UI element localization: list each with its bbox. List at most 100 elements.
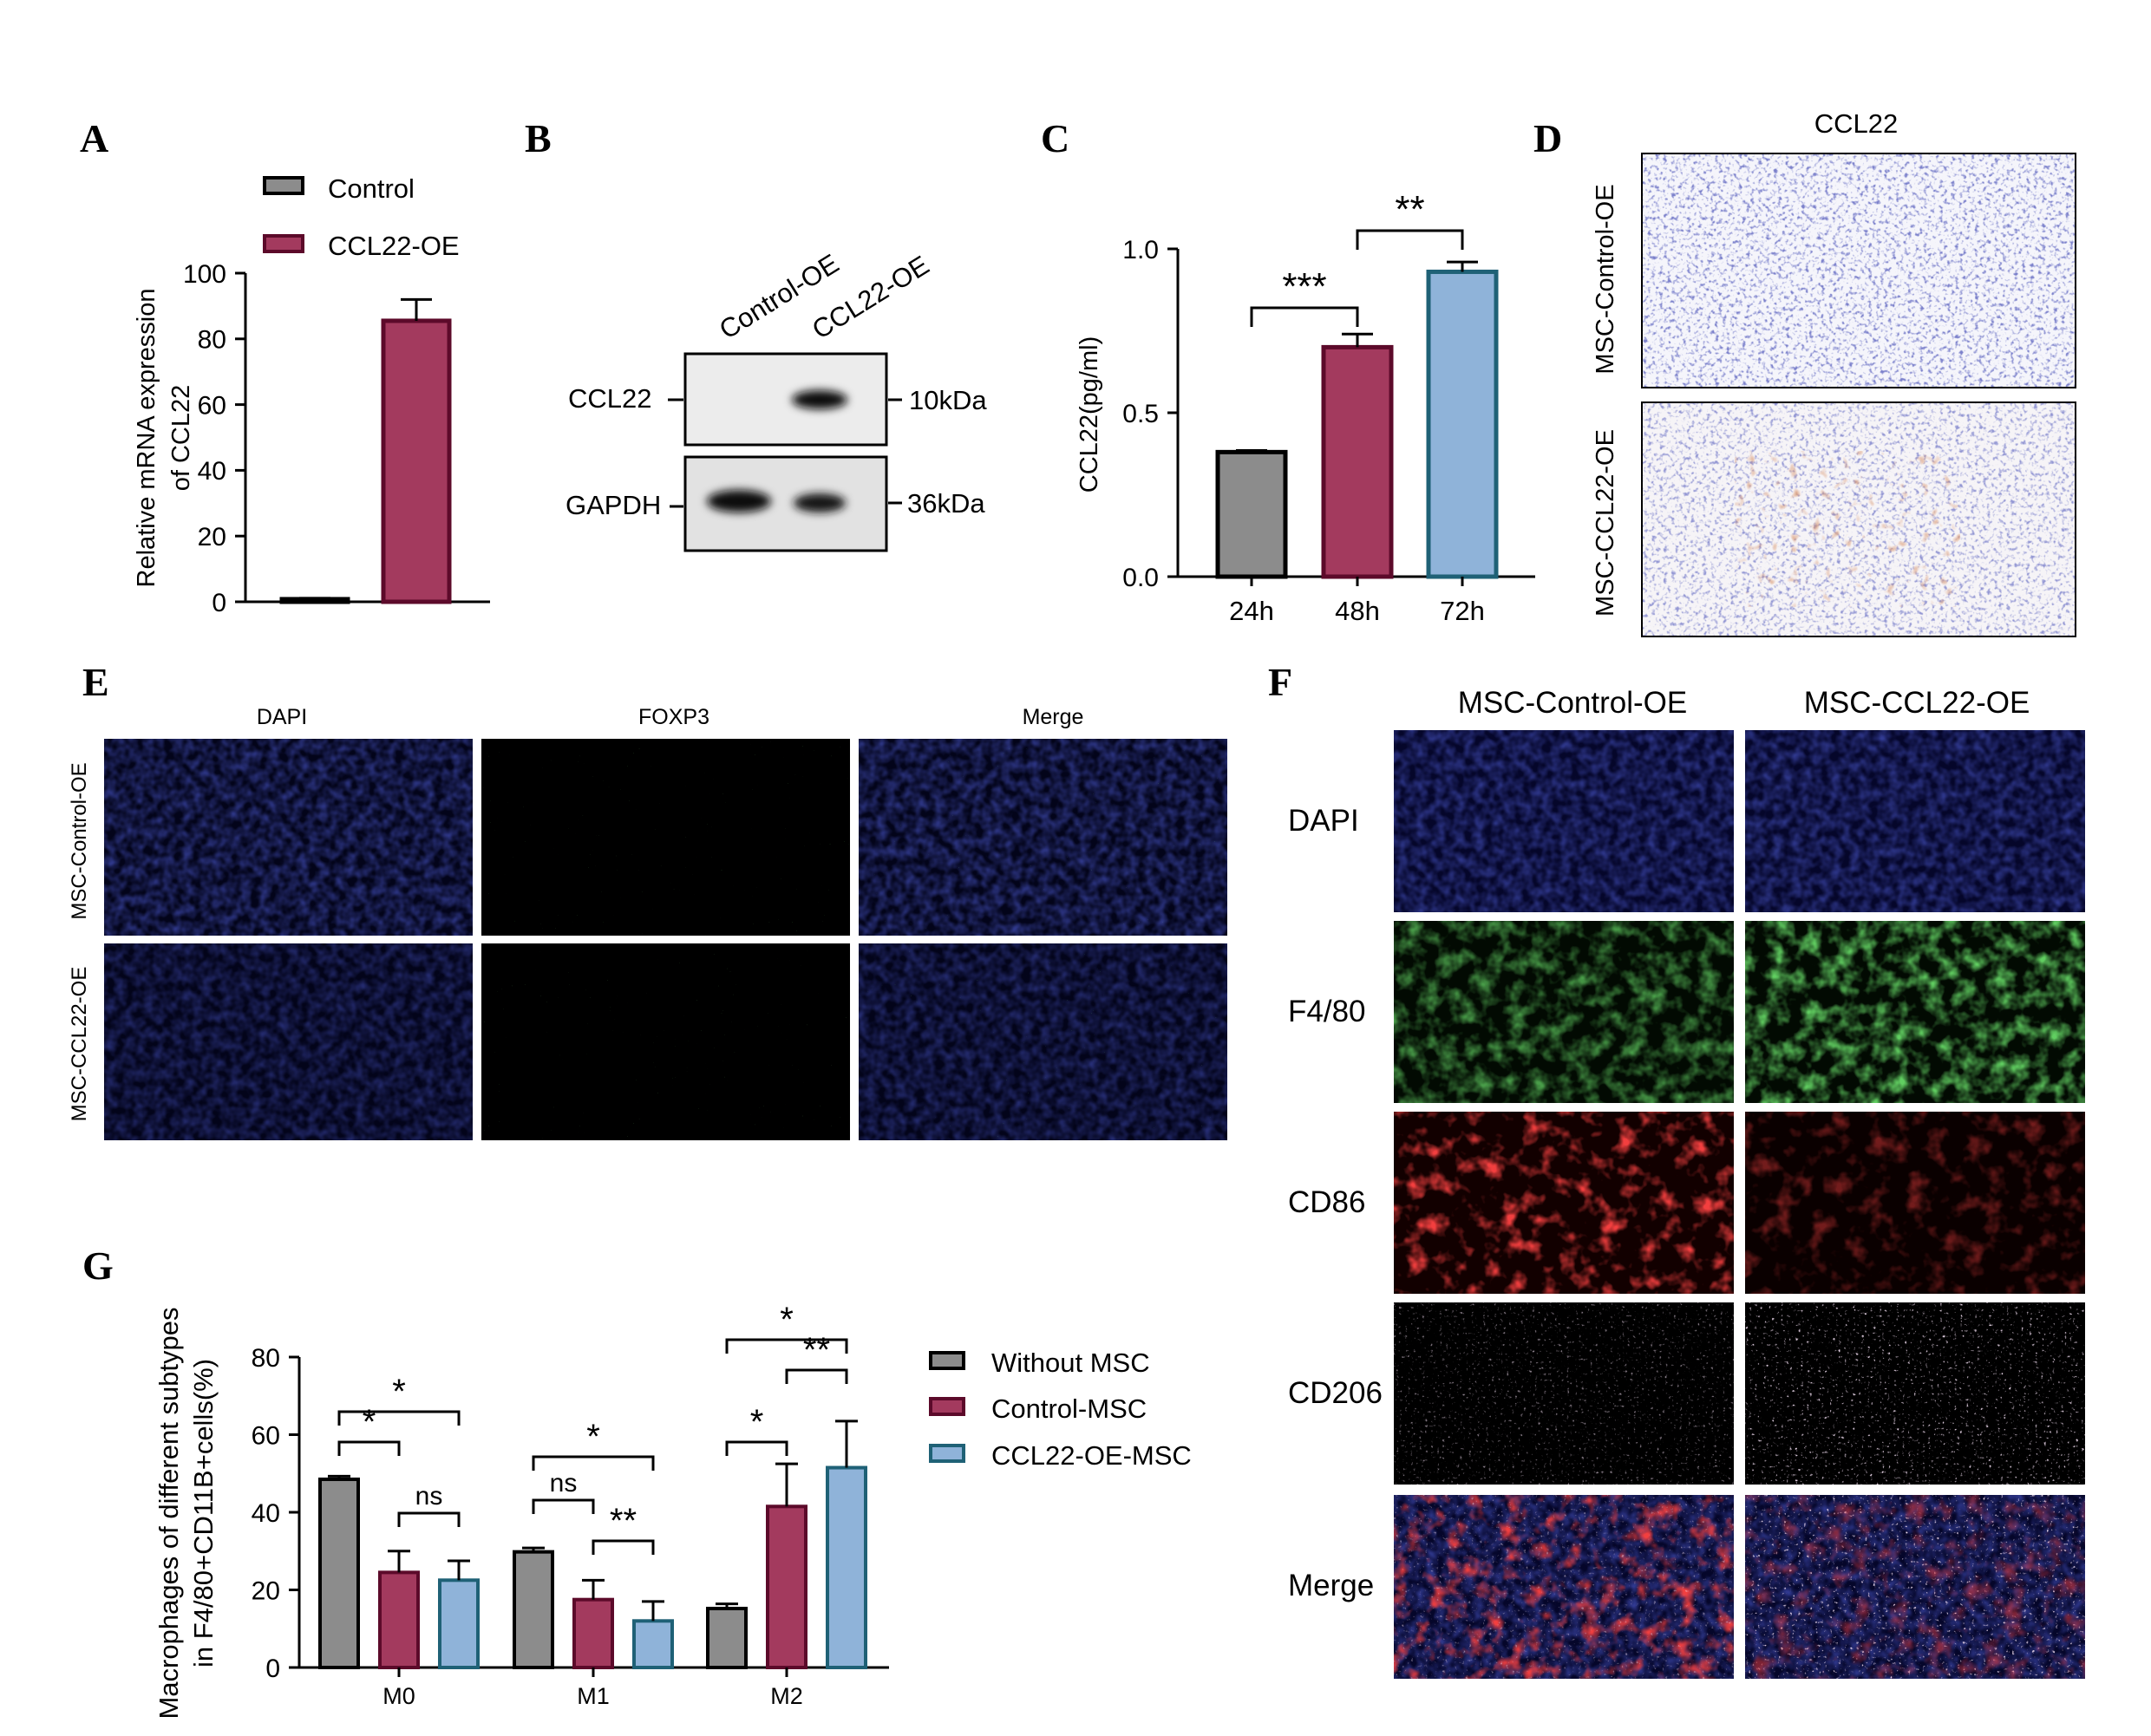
blot-size-36kda: 36kDa [907,488,985,519]
panel-c-chart: CCL22(pg/ml) 0.00.51.0 24h 48h 72h ***** [1076,188,1535,626]
legend-swatch-without-msc [929,1351,965,1370]
blot-protein-gapdh: GAPDH [566,490,661,520]
if-row-label-cd206: CD206 [1288,1376,1383,1410]
significance-bracket [337,1410,461,1426]
legend: Without MSC Control-MSC CCL22-OE-MSC [929,1348,1192,1471]
if-col-label-foxp3: FOXP3 [638,705,709,729]
legend-swatch-ccl22-oe [263,234,304,253]
panel-g-chart: Macrophages of different subtypes in F4/… [154,1301,1192,1720]
if-row-label-control: MSC-Control-OE [68,762,91,919]
if-row-label-cd86: CD86 [1288,1185,1365,1219]
y-tick-label: 0 [212,589,226,617]
bar-M1-without-msc [513,1550,554,1670]
x-tick-label: M0 [382,1683,415,1709]
significance-label: ns [415,1482,443,1511]
if-col-label-msc-control-oe: MSC-Control-OE [1458,686,1687,720]
legend-label-control: Control [328,173,415,204]
y-tick-label: 40 [252,1499,280,1528]
panel-label-e: E [82,660,109,704]
significance-label: ** [803,1331,830,1369]
x-tick-label: M1 [577,1683,610,1709]
panel-label-g: G [82,1243,114,1288]
panel-label-d: D [1533,116,1562,160]
y-tick-label: 80 [252,1344,280,1373]
bar-48h [1321,344,1394,579]
significance-bracket [725,1440,788,1456]
significance-label: ns [550,1469,578,1498]
blot-band-gapdh-control [707,490,771,512]
significance-label: ** [1395,188,1424,231]
if-row-label-f480: F4/80 [1288,995,1366,1028]
significance-bracket [785,1368,848,1384]
bar-M1-control-msc [572,1597,614,1669]
x-tick-label: 24h [1229,596,1274,626]
bars: M0 M1 M2 [318,1419,867,1709]
x-tick-label: M2 [770,1683,803,1709]
significance-bracket [337,1440,401,1456]
y-tick-label: 0.5 [1122,400,1159,428]
significance-brackets: ***** [1250,188,1464,327]
panel-label-f: F [1268,660,1292,704]
bar-control [279,597,350,604]
legend-label-ccl22-oe-msc: CCL22-OE-MSC [991,1440,1192,1471]
significance-label: ** [610,1502,637,1540]
significance-label: *** [1282,265,1326,308]
y-tick-label: 0.0 [1122,564,1159,592]
blot-band-gapdh-ccl22 [794,493,846,512]
legend-label-ccl22-oe: CCL22-OE [328,231,460,261]
bar-M2-ccl22-oe-msc [826,1465,867,1669]
panel-d-ihc: CCL22 MSC-Control-OE MSC-CCL22-OE [1592,108,2076,637]
blot-band-ccl22-oe [792,390,847,409]
panel-f-immunofluorescence: MSC-Control-OE MSC-CCL22-OE DAPI F4/80 C… [1288,686,2085,1679]
blot-protein-ccl22: CCL22 [568,383,652,414]
ihc-title: CCL22 [1814,108,1899,139]
y-axis-label: CCL22(pg/ml) [1076,336,1103,493]
y-tick-label: 1.0 [1122,236,1159,264]
y-axis-label-line1: Relative mRNA expression [133,289,160,588]
if-col-label-msc-ccl22-oe: MSC-CCL22-OE [1804,686,2030,720]
if-col-label-dapi: DAPI [257,705,307,729]
legend-swatch-control [263,176,304,195]
legend-label-without-msc: Without MSC [991,1348,1150,1378]
significance-bracket [532,1498,595,1514]
significance-label: * [392,1373,406,1411]
bar-ccl22-oe [381,318,452,604]
bar-M2-without-msc [706,1606,748,1669]
significance-label: * [363,1403,376,1441]
if-row-label-merge: Merge [1288,1569,1374,1602]
legend-label-control-msc: Control-MSC [991,1393,1147,1424]
x-tick-label: 48h [1335,596,1380,626]
if-col-label-merge: Merge [1023,705,1084,729]
y-axis-label-line1: Macrophages of different subtypes [154,1307,184,1719]
bars [279,297,452,604]
significance-bracket [592,1539,655,1555]
bar-24h [1215,449,1288,579]
if-row-label-dapi: DAPI [1288,804,1359,838]
panel-label-b: B [525,116,552,160]
bar-72h [1426,269,1499,579]
y-tick-label: 20 [198,523,226,551]
blot-box-ccl22 [683,352,888,447]
significance-bracket [1356,229,1464,250]
significance-label: * [586,1418,600,1456]
y-axis: 0 20 40 60 80 100 [183,260,490,617]
y-tick-label: 80 [198,326,226,355]
y-tick-label: 20 [252,1576,280,1605]
panel-b-western-blot: Control-OE CCL22-OE CCL22 GAPDH 10kDa 36… [566,248,987,552]
y-tick-label: 40 [198,457,226,486]
y-tick-label: 100 [183,260,226,289]
panel-label-a: A [80,116,108,160]
if-row-label-ccl22: MSC-CCL22-OE [68,967,91,1122]
blot-box-gapdh [683,455,888,552]
y-tick-label: 60 [252,1421,280,1450]
panel-label-c: C [1041,116,1069,160]
legend-swatch-ccl22-oe-msc [929,1444,965,1463]
bar-M2-control-msc [766,1504,807,1669]
significance-label: * [750,1403,764,1441]
y-axis-label-line2: of CCL22 [167,385,195,492]
panel-e-immunofluorescence: DAPI FOXP3 Merge MSC-Control-OE MSC-CCL2… [68,705,1227,1140]
legend-swatch-control-msc [929,1397,965,1416]
panel-a-chart: Control CCL22-OE Relative mRNA expressio… [133,173,490,617]
y-tick-label: 0 [265,1654,280,1683]
bar-M1-ccl22-oe-msc [632,1619,674,1670]
